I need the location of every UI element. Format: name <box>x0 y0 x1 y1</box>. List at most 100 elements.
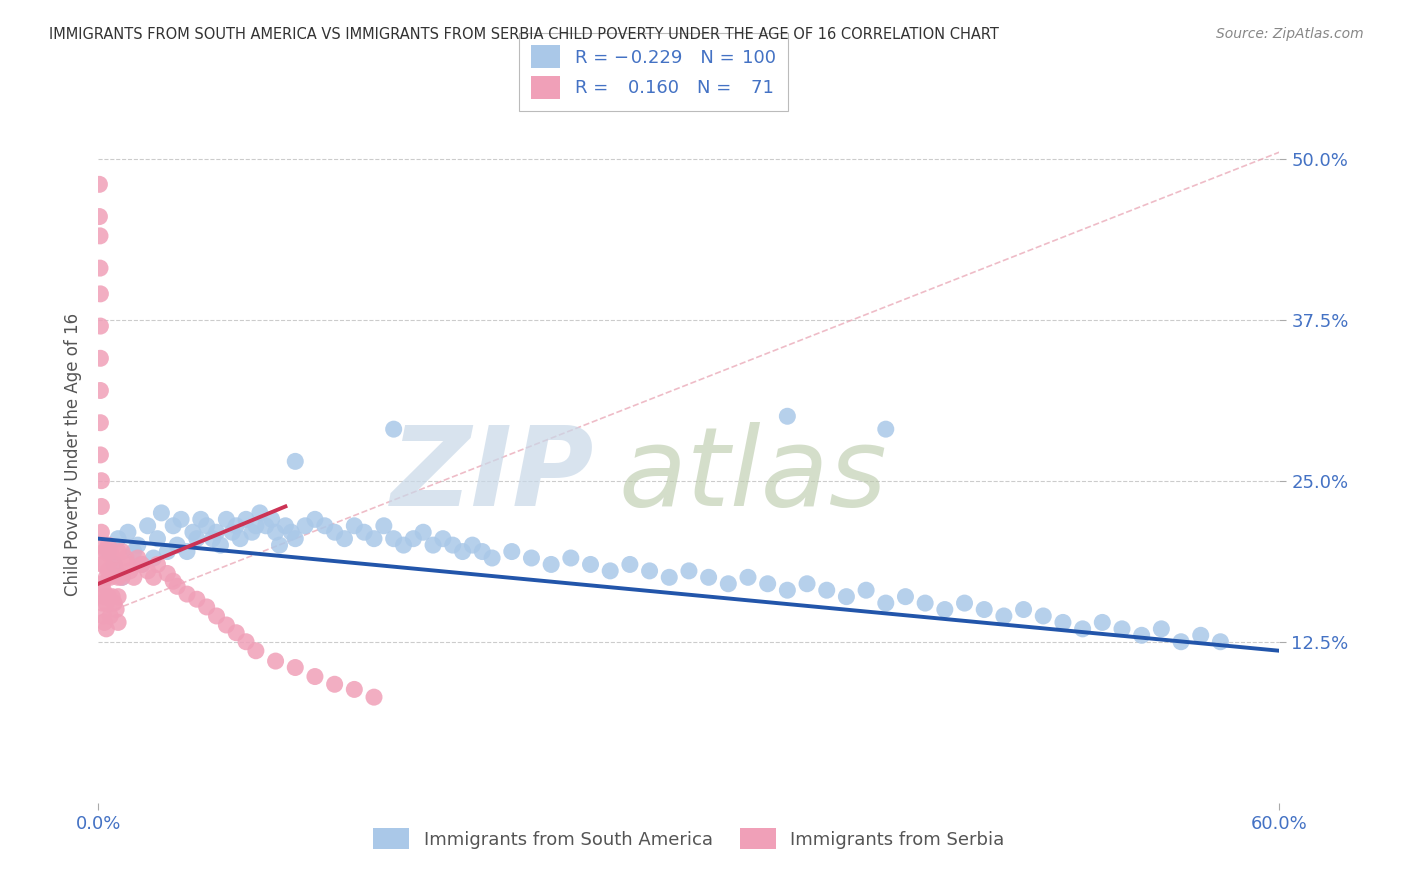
Point <box>96 596 118 610</box>
Point <box>122 544 145 558</box>
Point <box>107 532 129 546</box>
Point <box>1170 634 1192 648</box>
Point <box>91 596 114 610</box>
Point <box>254 518 277 533</box>
Point <box>96 570 118 584</box>
Point <box>245 644 267 658</box>
Point <box>111 570 134 584</box>
Point <box>284 532 307 546</box>
Point <box>98 609 121 624</box>
Point <box>205 609 228 624</box>
Point <box>638 564 661 578</box>
Point <box>91 576 114 591</box>
Point <box>215 618 238 632</box>
Text: IMMIGRANTS FROM SOUTH AMERICA VS IMMIGRANTS FROM SERBIA CHILD POVERTY UNDER THE : IMMIGRANTS FROM SOUTH AMERICA VS IMMIGRA… <box>49 27 1000 42</box>
Point <box>105 564 128 578</box>
Point <box>323 677 346 691</box>
Point <box>131 558 153 572</box>
Point <box>756 576 779 591</box>
Point <box>97 590 120 604</box>
Point <box>280 525 302 540</box>
Point <box>91 558 114 572</box>
Point <box>382 532 405 546</box>
Point <box>166 579 188 593</box>
Point <box>105 602 128 616</box>
Point <box>115 551 138 566</box>
Point <box>118 564 141 578</box>
Point <box>89 319 111 334</box>
Point <box>441 538 464 552</box>
Point <box>117 558 139 572</box>
Point <box>215 512 238 526</box>
Point <box>98 544 121 558</box>
Point <box>579 558 602 572</box>
Point <box>89 228 111 243</box>
Point <box>240 525 263 540</box>
Point <box>176 544 198 558</box>
Point <box>170 512 193 526</box>
Point <box>101 551 124 566</box>
Point <box>131 558 153 572</box>
Point <box>101 590 124 604</box>
Point <box>1111 622 1133 636</box>
Point <box>201 532 224 546</box>
Point <box>98 570 121 584</box>
Point <box>97 538 120 552</box>
Point <box>993 609 1015 624</box>
Point <box>91 538 114 552</box>
Point <box>136 518 159 533</box>
Point <box>363 532 385 546</box>
Point <box>117 525 139 540</box>
Point <box>235 512 257 526</box>
Point <box>186 532 208 546</box>
Point <box>150 506 173 520</box>
Point <box>103 558 125 572</box>
Point <box>304 669 326 683</box>
Point <box>1012 602 1035 616</box>
Point <box>93 544 115 558</box>
Point <box>1150 622 1173 636</box>
Point <box>89 178 111 192</box>
Point <box>304 512 326 526</box>
Point <box>1209 634 1232 648</box>
Point <box>914 596 936 610</box>
Point <box>402 532 425 546</box>
Point <box>432 532 454 546</box>
Point <box>249 506 271 520</box>
Point <box>894 590 917 604</box>
Point <box>186 592 208 607</box>
Point <box>934 602 956 616</box>
Point <box>1130 628 1153 642</box>
Point <box>451 544 474 558</box>
Y-axis label: Child Poverty Under the Age of 16: Child Poverty Under the Age of 16 <box>63 313 82 597</box>
Point <box>412 525 434 540</box>
Point <box>717 576 740 591</box>
Point <box>815 583 838 598</box>
Point <box>294 518 316 533</box>
Point <box>658 570 681 584</box>
Point <box>162 518 184 533</box>
Point <box>1032 609 1054 624</box>
Point <box>382 422 405 436</box>
Point <box>136 564 159 578</box>
Point <box>619 558 641 572</box>
Point <box>97 544 120 558</box>
Point <box>343 518 366 533</box>
Text: atlas: atlas <box>619 422 887 529</box>
Point <box>678 564 700 578</box>
Point <box>190 512 212 526</box>
Point <box>422 538 444 552</box>
Point <box>875 422 897 436</box>
Point <box>90 525 112 540</box>
Point <box>269 538 291 552</box>
Point <box>225 518 247 533</box>
Point <box>209 538 232 552</box>
Point <box>103 558 125 572</box>
Point <box>127 551 149 566</box>
Point <box>599 564 621 578</box>
Point <box>540 558 562 572</box>
Point <box>93 583 115 598</box>
Point <box>501 544 523 558</box>
Point <box>166 538 188 552</box>
Point <box>1189 628 1212 642</box>
